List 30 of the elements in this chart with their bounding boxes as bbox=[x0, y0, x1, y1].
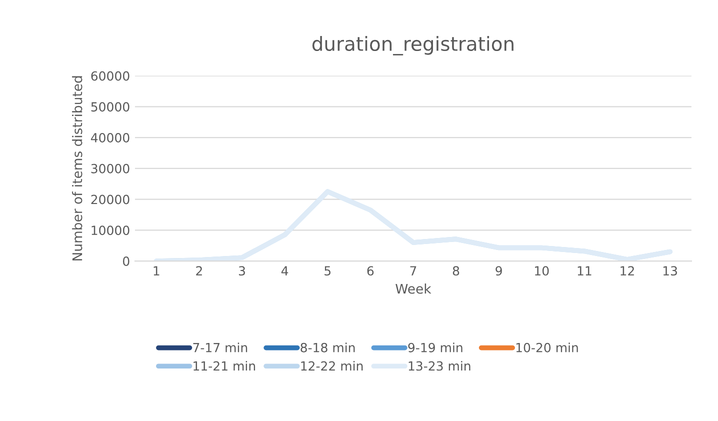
y-axis-title: Number of items distributed bbox=[72, 76, 82, 260]
x-axis-title: Week bbox=[396, 284, 432, 294]
y-tick-label: 50000 bbox=[91, 102, 130, 112]
legend-label: 10-20 min bbox=[516, 342, 578, 352]
y-tick-label: 0 bbox=[122, 256, 130, 266]
x-tick-label: 2 bbox=[196, 266, 202, 276]
legend-label: 8-18 min bbox=[300, 342, 355, 352]
legend-label: 11-21 min bbox=[194, 361, 256, 371]
x-tick-label: 11 bbox=[578, 266, 592, 276]
y-tick-label: 30000 bbox=[91, 164, 130, 174]
x-tick-label: 8 bbox=[452, 266, 460, 276]
x-tick-label: 4 bbox=[281, 266, 288, 276]
x-tick-label: 12 bbox=[620, 266, 634, 276]
x-tick-label: 1 bbox=[154, 266, 160, 276]
x-tick-label: 3 bbox=[238, 266, 245, 276]
y-tick-label: 40000 bbox=[90, 133, 130, 142]
x-tick-label: 7 bbox=[410, 266, 416, 276]
y-tick-label: 10000 bbox=[92, 226, 130, 236]
y-tick-label: 60000 bbox=[91, 71, 130, 81]
legend-label: 9-19 min bbox=[408, 342, 462, 352]
chart-title: duration_registration bbox=[312, 36, 514, 56]
x-tick-label: 9 bbox=[496, 266, 502, 276]
x-tick-label: 5 bbox=[324, 266, 330, 276]
x-tick-label: 6 bbox=[367, 266, 374, 276]
x-tick-label: 13 bbox=[663, 266, 677, 276]
x-tick-label: 10 bbox=[535, 266, 549, 276]
legend-label: 7-17 min bbox=[193, 342, 248, 352]
legend-label: 12-22 min bbox=[301, 361, 363, 371]
y-tick-label: 20000 bbox=[91, 194, 130, 204]
legend-label: 13-23 min bbox=[408, 361, 470, 371]
